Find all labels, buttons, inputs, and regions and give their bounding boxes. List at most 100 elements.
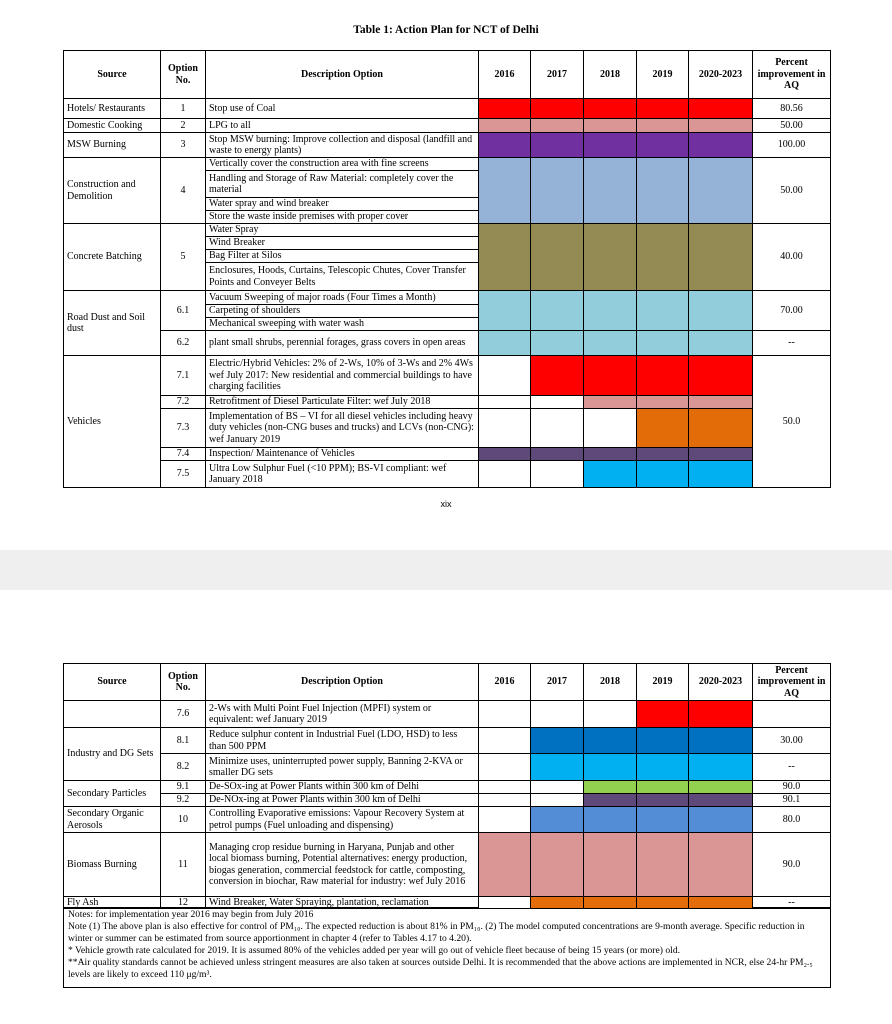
description-cell: De-SOx-ing at Power Plants within 300 km… [205,780,479,794]
schedule-cell [530,408,584,448]
source-cell: Hotels/ Restaurants [63,98,161,119]
schedule-cell [478,118,531,133]
schedule-cell [478,447,531,461]
page-number: xix [440,499,452,509]
schedule-cell [636,700,689,728]
schedule-cell [530,780,584,794]
percent-cell: 90.0 [752,780,831,794]
schedule-cell [478,896,531,909]
schedule-cell [478,753,531,781]
schedule-cell [583,832,637,897]
schedule-cell [478,793,531,807]
schedule-cell [530,700,584,728]
description-cell: Vacuum Sweeping of major roads (Four Tim… [205,290,479,305]
percent-cell: 30.00 [752,727,831,754]
header-cell: 2017 [530,663,584,701]
schedule-cell [583,355,637,396]
schedule-cell [636,806,689,833]
schedule-cell [636,118,689,133]
schedule-cell [583,408,637,448]
percent-cell: 40.00 [752,223,831,291]
header-cell: Percent improvement in AQ [752,50,831,99]
schedule-cell [583,896,637,909]
option-cell: 11 [160,832,206,897]
description-cell: Bag Filter at Silos [205,249,479,263]
note: Notes: for implementation year 2016 may … [68,909,314,920]
schedule-cell [478,408,531,448]
source-cell: Fly Ash [63,896,161,909]
schedule-cell [583,132,637,158]
option-cell: 6.1 [160,290,206,331]
schedule-cell [583,460,637,488]
schedule-cell [478,832,531,897]
description-cell: Vertically cover the construction area w… [205,157,479,171]
schedule-cell [530,223,584,291]
schedule-cell [583,290,637,331]
schedule-cell [688,355,753,396]
page-gap [0,550,892,590]
option-cell: 4 [160,157,206,224]
description-cell: Enclosures, Hoods, Curtains, Telescopic … [205,262,479,291]
schedule-cell [583,223,637,291]
option-cell: 5 [160,223,206,291]
percent-cell: -- [752,753,831,781]
description-cell: Ultra Low Sulphur Fuel (<10 PPM); BS-VI … [205,460,479,488]
description-cell: Stop use of Coal [205,98,479,119]
header-cell: Option No. [160,663,206,701]
option-cell: 6.2 [160,330,206,356]
header-cell: Description Option [205,50,479,99]
source-cell: Secondary Particles [63,780,161,807]
schedule-cell [583,727,637,754]
header-cell: 2019 [636,663,689,701]
source-cell: MSW Burning [63,132,161,158]
description-cell: Store the waste inside premises with pro… [205,210,479,224]
header-cell: 2020-2023 [688,50,753,99]
header-cell: Description Option [205,663,479,701]
percent-cell: 90.0 [752,832,831,897]
schedule-cell [583,98,637,119]
description-cell: Handling and Storage of Raw Material: co… [205,170,479,198]
description-cell: Mechanical sweeping with water wash [205,317,479,331]
percent-cell: 50.0 [752,355,831,488]
schedule-cell [478,132,531,158]
schedule-cell [636,780,689,794]
description-cell: Retrofitment of Diesel Particulate Filte… [205,395,479,409]
schedule-cell [688,780,753,794]
table-title: Table 1: Action Plan for NCT of Delhi [353,24,539,36]
description-cell: Carpeting of shoulders [205,304,479,318]
schedule-cell [478,806,531,833]
schedule-cell [530,98,584,119]
schedule-cell [478,395,531,409]
description-cell: Reduce sulphur content in Industrial Fue… [205,727,479,754]
option-cell: 7.6 [160,700,206,728]
description-cell: Inspection/ Maintenance of Vehicles [205,447,479,461]
schedule-cell [688,395,753,409]
option-cell: 10 [160,806,206,833]
schedule-cell [583,118,637,133]
percent-cell: 90.1 [752,793,831,807]
source-cell: Biomass Burning [63,832,161,897]
header-cell: Option No. [160,50,206,99]
schedule-cell [478,330,531,356]
description-cell: Wind Breaker [205,236,479,250]
schedule-cell [688,727,753,754]
schedule-cell [636,793,689,807]
schedule-cell [636,355,689,396]
header-cell: 2019 [636,50,689,99]
header-cell: 2018 [583,663,637,701]
schedule-cell [636,330,689,356]
schedule-cell [478,98,531,119]
description-cell: Electric/Hybrid Vehicles: 2% of 2-Ws, 10… [205,355,479,396]
schedule-cell [688,793,753,807]
description-cell: Managing crop residue burning in Haryana… [205,832,479,897]
schedule-cell [530,157,584,224]
schedule-cell [530,460,584,488]
description-cell: Water spray and wind breaker [205,197,479,211]
source-cell: Secondary Organic Aerosols [63,806,161,833]
schedule-cell [530,395,584,409]
schedule-cell [478,780,531,794]
schedule-cell [478,460,531,488]
schedule-cell [478,157,531,224]
description-cell: LPG to all [205,118,479,133]
schedule-cell [478,727,531,754]
